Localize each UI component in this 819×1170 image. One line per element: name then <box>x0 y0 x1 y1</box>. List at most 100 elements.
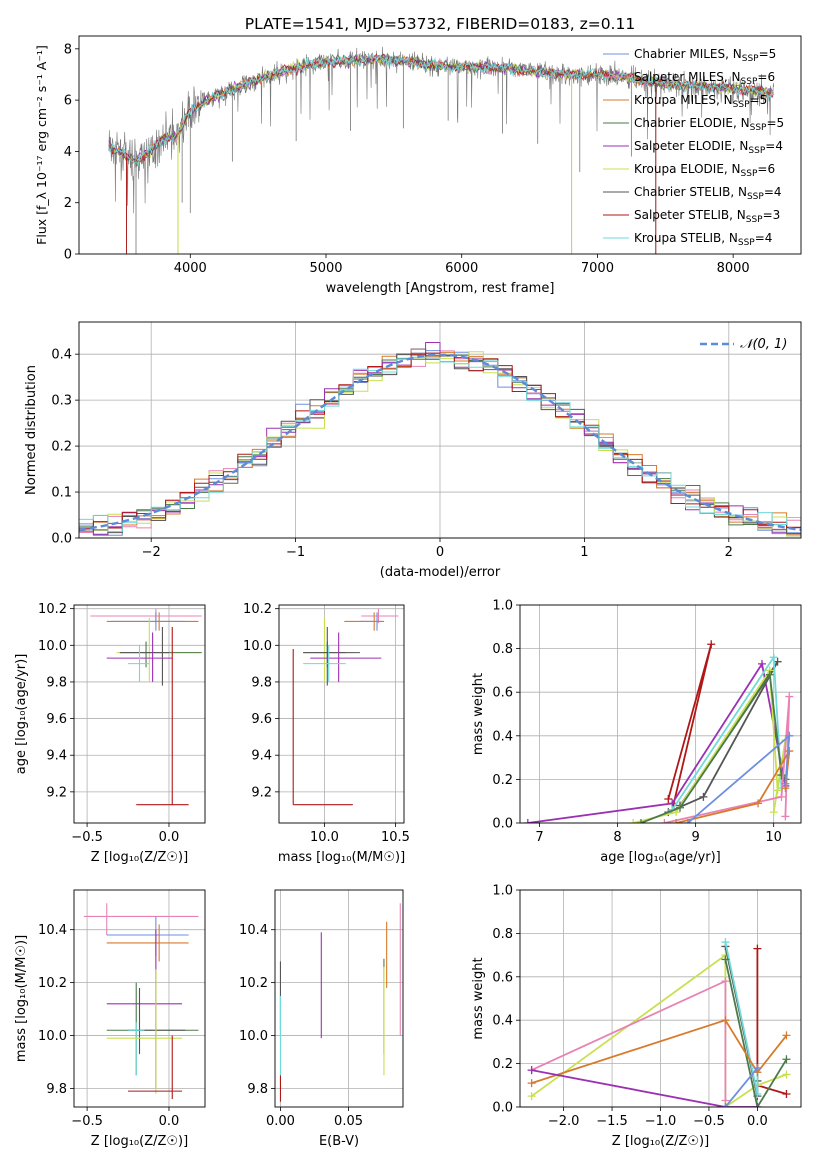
errorbar-point <box>106 924 189 962</box>
legend-label: Kroupa ELODIE, NSSP=6 <box>634 162 775 179</box>
errorbar-point <box>106 969 183 1094</box>
axes-frame <box>519 604 802 824</box>
x-tick-label: −0.5 <box>71 1114 103 1129</box>
x-tick-label: 1 <box>580 545 588 560</box>
errorbars <box>90 608 202 806</box>
y-tick-label: 4 <box>64 145 72 160</box>
x-axis-label: wavelength [Angstrom, rest frame] <box>326 281 555 296</box>
axes-frame <box>278 604 405 824</box>
weight-marker <box>707 640 716 649</box>
weight-marker <box>773 657 782 666</box>
legend-label: Chabrier STELIB, NSSP=4 <box>634 185 782 202</box>
weight-lines <box>527 938 791 1107</box>
errorbar-point <box>128 1022 145 1076</box>
figure-title: PLATE=1541, MJD=53732, FIBERID=0183, z=0… <box>245 15 635 33</box>
legend-number: =6 <box>757 70 775 84</box>
weight-marker <box>777 771 786 780</box>
y-tick-label: 1.0 <box>492 884 513 899</box>
x-tick-label: −0.5 <box>71 830 103 845</box>
weight-marker <box>676 803 685 812</box>
histogram-series <box>79 356 801 536</box>
x-tick-label: 6000 <box>445 261 478 276</box>
y-tick-label: 0.0 <box>51 532 72 547</box>
weight-marker <box>527 1092 536 1101</box>
legend-label: Chabrier MILES, NSSP=5 <box>634 47 776 64</box>
y-tick-label: 10.0 <box>38 639 67 654</box>
legend-subscript: SSP <box>733 100 750 110</box>
y-tick-label: 10.2 <box>38 602 67 617</box>
errorbar-point <box>303 645 346 682</box>
axes-frame <box>73 604 206 824</box>
legend-label: Kroupa STELIB, NSSP=4 <box>634 231 772 248</box>
x-tick-label: 0.0 <box>159 830 180 845</box>
y-tick-label: 9.4 <box>46 749 67 764</box>
normal-curve <box>79 353 801 532</box>
model-spectrum <box>108 52 774 168</box>
errorbar-point <box>106 916 189 957</box>
y-axis-label: mass [log₁₀(M/M☉)] <box>14 935 29 1062</box>
x-tick-label: −1.5 <box>596 1114 628 1129</box>
y-tick-label: 9.4 <box>251 749 272 764</box>
x-tick-label: 0.0 <box>747 1114 768 1129</box>
weight-marker <box>721 955 730 964</box>
legend-label: Chabrier ELODIE, NSSP=5 <box>634 116 784 133</box>
errorbar-point <box>303 626 360 686</box>
errorbar-point <box>317 617 353 682</box>
legend-label: Salpeter STELIB, NSSP=3 <box>634 208 780 225</box>
x-tick-label: 10.5 <box>381 830 410 845</box>
weight-marker <box>777 792 786 801</box>
y-tick-label: 0.6 <box>492 686 513 701</box>
x-tick-label: −0.5 <box>693 1114 725 1129</box>
weight-marker <box>769 653 778 662</box>
y-tick-label: 10.2 <box>243 602 272 617</box>
y-tick-label: 10.4 <box>38 923 67 938</box>
x-tick-label: 0.05 <box>334 1114 363 1129</box>
errorbar-point <box>359 612 382 631</box>
y-tick-label: 10.2 <box>239 976 268 991</box>
errorbar-point <box>119 626 169 686</box>
y-tick-label: 10.0 <box>239 1029 268 1044</box>
y-tick-label: 9.2 <box>251 785 272 800</box>
axes-frame <box>78 321 802 539</box>
y-tick-label: 10.2 <box>38 976 67 991</box>
weight-marker <box>527 1066 536 1075</box>
y-tick-label: 0.0 <box>492 1101 513 1116</box>
weight-series <box>531 1019 788 1084</box>
legend-subscript: SSP <box>748 146 765 156</box>
weight-marker <box>664 795 673 804</box>
legend-subscript: SSP <box>741 169 758 179</box>
panel-residuals: −2 −1 0 1 2 0.0 0.1 0.2 0.3 0.4 (data-model)/error… <box>24 321 802 580</box>
x-tick-label: 0.00 <box>266 1114 295 1129</box>
panel-weight_vs_age: 7 8 9 10 0.0 0.2 0.4 0.6 0.8 1.0 age [log₁₀(age/yr… <box>471 599 802 865</box>
x-tick-label: 2 <box>725 545 733 560</box>
panel-mass_vs_ebv: 0.00 0.05 9.8 10.0 10.2 10.4 E(B-V) <box>239 889 404 1149</box>
weight-marker <box>785 731 794 740</box>
weight-marker <box>782 1089 791 1098</box>
weight-marker <box>683 819 692 823</box>
weight-marker <box>769 808 778 817</box>
legend: 𝒩(0, 1) <box>700 337 787 352</box>
legend-number: =3 <box>763 208 781 222</box>
weight-marker <box>753 944 762 953</box>
y-tick-label: 9.6 <box>46 712 67 727</box>
model-spectrum <box>108 53 774 162</box>
y-tick-label: 10.0 <box>38 1029 67 1044</box>
legend-number: =6 <box>757 162 775 176</box>
weight-series <box>531 953 787 1107</box>
errorbar-point <box>128 1035 183 1100</box>
weight-marker <box>721 938 730 947</box>
weight-marker <box>721 977 730 986</box>
x-tick-label: 8000 <box>717 261 750 276</box>
y-tick-label: 2 <box>64 196 72 211</box>
x-tick-label: 10 <box>765 830 782 845</box>
y-tick-label: 0.3 <box>51 394 72 409</box>
y-tick-label: 10.4 <box>239 923 268 938</box>
x-tick-label: −2.0 <box>548 1114 580 1129</box>
x-axis-label: Z [log₁₀(Z/Z☉)] <box>612 1134 709 1149</box>
errorbar-point <box>310 632 382 682</box>
y-axis-label: mass weight <box>471 673 486 755</box>
y-tick-label: 10.0 <box>243 639 272 654</box>
y-tick-label: 0.8 <box>492 642 513 657</box>
legend-subscript: SSP <box>738 238 755 248</box>
